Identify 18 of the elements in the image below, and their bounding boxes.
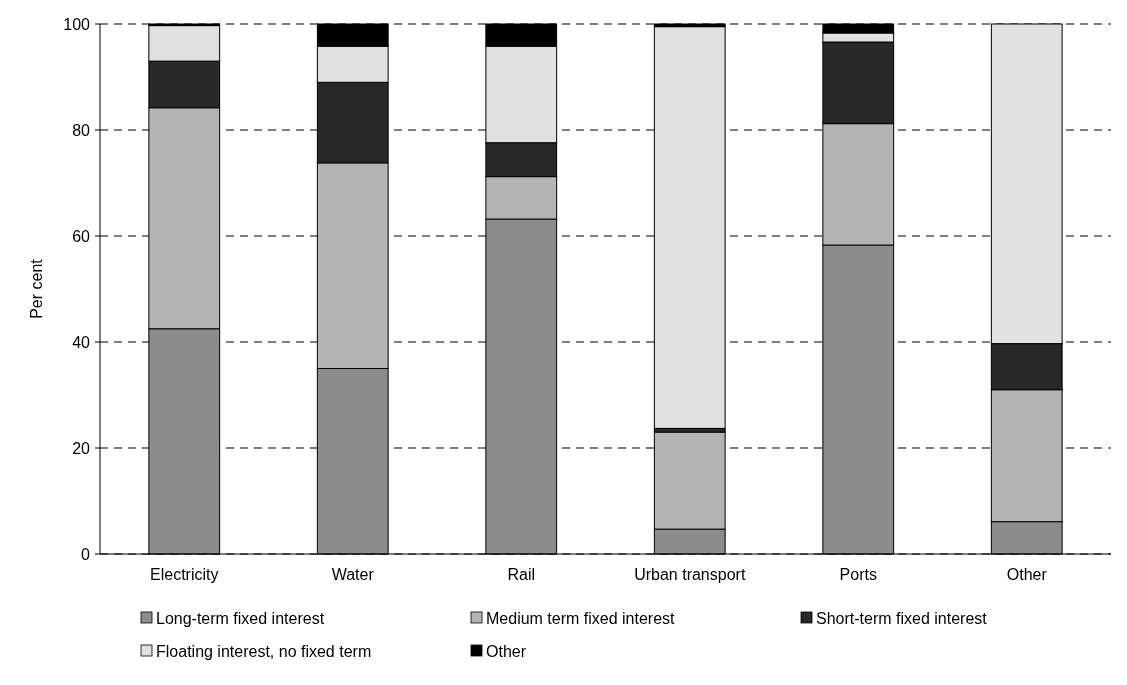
legend-label: Short-term fixed interest: [816, 610, 988, 627]
x-tick-label: Other: [1006, 566, 1048, 583]
y-tick-label: 60: [72, 227, 91, 245]
x-tick-label: Electricity: [150, 566, 219, 583]
x-tick-label: Water: [331, 566, 375, 583]
legend-label: Floating interest, no fixed term: [156, 643, 372, 660]
y-tick-label: 0: [81, 545, 91, 563]
y-tick-label: 80: [72, 121, 91, 139]
legend-label: Other: [486, 643, 527, 660]
y-tick-label: 40: [72, 333, 91, 351]
y-axis-title: Per cent: [28, 258, 45, 319]
legend-label: Medium term fixed interest: [486, 610, 676, 627]
y-tick-label: 100: [63, 15, 91, 33]
legend-label: Long-term fixed interest: [156, 610, 325, 627]
x-tick-label: Urban transport: [634, 566, 746, 583]
y-tick-label: 20: [72, 439, 91, 457]
x-tick-label: Ports: [839, 566, 877, 583]
x-tick-label: Rail: [507, 566, 536, 583]
